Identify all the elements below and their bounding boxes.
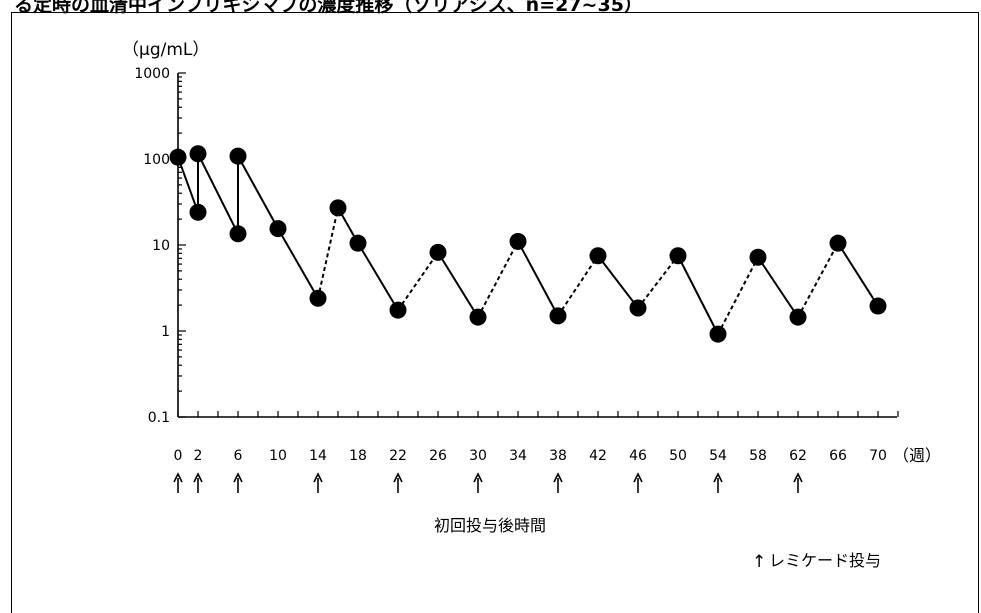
x-tick-label: 6 xyxy=(234,448,243,464)
dosing-arrow-icon xyxy=(633,472,643,483)
solid-segment xyxy=(357,242,399,311)
dosing-arrow-icon xyxy=(473,472,483,483)
dosing-arrow-icon xyxy=(793,472,803,483)
data-point xyxy=(309,289,327,307)
x-tick-label: 30 xyxy=(469,448,487,464)
dashed-segment xyxy=(477,240,519,318)
data-point xyxy=(709,325,727,343)
x-tick-label: 26 xyxy=(429,448,447,464)
y-tick-label: 1000 xyxy=(134,66,170,82)
solid-segment xyxy=(197,153,239,235)
data-point xyxy=(189,203,207,221)
data-point xyxy=(329,199,347,217)
x-tick-label: 34 xyxy=(509,448,527,464)
chart-labels: （μg/mL） 初回投与後時間 （週） ↑ レミケード投与 xyxy=(122,40,941,572)
x-tick-label: 58 xyxy=(749,448,767,464)
dosing-arrow-icon xyxy=(393,472,403,483)
dosing-arrow-icon xyxy=(193,472,203,483)
x-tick-label: 54 xyxy=(709,448,727,464)
x-tick-label: 18 xyxy=(349,448,367,464)
data-point xyxy=(169,148,187,166)
x-tick-label: 50 xyxy=(669,448,687,464)
x-tick-label: 10 xyxy=(269,448,287,464)
dashed-segment xyxy=(317,207,339,299)
legend-arrow-icon: ↑ xyxy=(752,552,766,572)
x-unit-label: （週） xyxy=(893,446,941,465)
y-tick-label: 0.1 xyxy=(148,410,170,426)
data-point xyxy=(589,247,607,265)
figure-frame xyxy=(11,12,979,613)
dashed-segment xyxy=(797,242,839,318)
solid-segment xyxy=(237,155,279,230)
data-point xyxy=(429,243,447,261)
x-tick-label: 42 xyxy=(589,448,607,464)
data-point xyxy=(509,232,527,250)
dosing-arrow-icon xyxy=(173,472,183,483)
solid-segment xyxy=(757,256,799,318)
data-point xyxy=(789,308,807,326)
data-point xyxy=(349,234,367,252)
x-axis-title: 初回投与後時間 xyxy=(434,516,546,535)
dashed-segment xyxy=(557,255,599,317)
solid-segment xyxy=(437,251,479,318)
x-tick-label: 0 xyxy=(174,448,183,464)
solid-segment xyxy=(677,255,719,335)
dosing-arrow-icon xyxy=(713,472,723,483)
data-point xyxy=(669,247,687,265)
data-point xyxy=(389,301,407,319)
x-tick-label: 38 xyxy=(549,448,567,464)
y-tick-label: 10 xyxy=(152,238,170,254)
solid-segment xyxy=(517,240,559,317)
dashed-segment xyxy=(637,255,679,309)
dosing-arrow-icon xyxy=(313,472,323,483)
x-tick-label: 46 xyxy=(629,448,647,464)
legend-label: レミケード投与 xyxy=(769,551,881,570)
x-tick-label: 70 xyxy=(869,448,887,464)
series-lines xyxy=(177,153,879,335)
dashed-segment xyxy=(717,256,759,335)
x-tick-label: 14 xyxy=(309,448,327,464)
series-markers xyxy=(169,145,887,343)
x-tick-label: 22 xyxy=(389,448,407,464)
data-point xyxy=(229,225,247,243)
data-point xyxy=(549,307,567,325)
x-tick-label: 66 xyxy=(829,448,847,464)
y-unit-label: （μg/mL） xyxy=(122,40,209,60)
y-tick-label: 100 xyxy=(143,152,170,168)
solid-segment xyxy=(177,156,199,213)
dosing-arrow-icon xyxy=(553,472,563,483)
y-tick-label: 1 xyxy=(161,324,170,340)
x-tick-label: 2 xyxy=(194,448,203,464)
data-point xyxy=(469,308,487,326)
data-point xyxy=(189,145,207,163)
solid-segment xyxy=(837,242,879,307)
data-point xyxy=(629,299,647,317)
data-point xyxy=(869,297,887,315)
solid-segment xyxy=(597,255,639,309)
data-point xyxy=(269,220,287,238)
x-tick-label: 62 xyxy=(789,448,807,464)
dosing-arrow-icon xyxy=(233,472,243,483)
dashed-segment xyxy=(397,251,439,311)
data-point xyxy=(829,234,847,252)
data-point xyxy=(749,248,767,266)
data-point xyxy=(229,147,247,165)
solid-segment xyxy=(277,228,319,299)
